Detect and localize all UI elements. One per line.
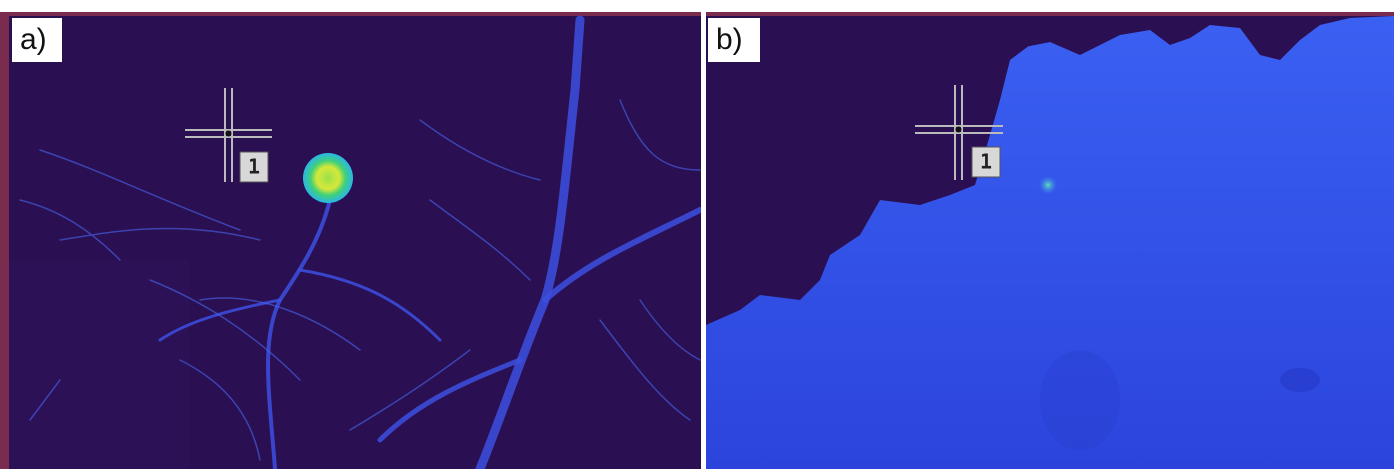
marker-label: 1 [980, 150, 992, 174]
separator [701, 12, 706, 469]
marker-label: 1 [248, 155, 260, 179]
hot-spot [1039, 176, 1057, 194]
figure: 1 a) 1 b) [0, 0, 1394, 469]
hot-spot [303, 153, 353, 203]
panel-b: 1 b) [706, 16, 1394, 469]
panel-label: a) [20, 23, 47, 56]
panel-a: 1 a) [9, 16, 701, 469]
panel-label: b) [716, 23, 743, 56]
